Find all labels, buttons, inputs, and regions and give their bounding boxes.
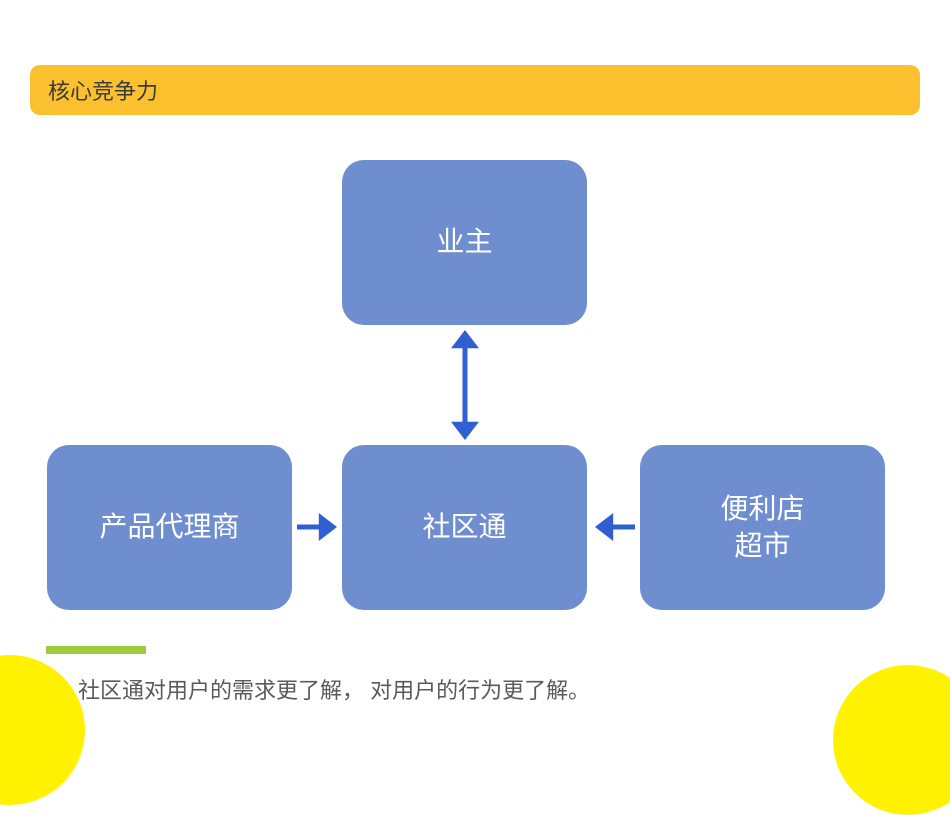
node-store: 便利店超市: [640, 445, 885, 610]
title-text: 核心竞争力: [48, 74, 158, 106]
yellow-circle-right: [833, 665, 950, 815]
title-bar: 核心竞争力: [30, 65, 920, 115]
green-underline: [46, 646, 146, 654]
footer-text: 社区通对用户的需求更了解， 对用户的行为更了解。: [78, 673, 590, 705]
node-community: 社区通: [342, 445, 587, 610]
node-store-label: 便利店超市: [720, 491, 804, 564]
yellow-circle-left: [0, 655, 85, 805]
node-owner: 业主: [342, 160, 587, 325]
node-owner-label: 业主: [436, 224, 492, 260]
node-agent: 产品代理商: [47, 445, 292, 610]
node-community-label: 社区通: [422, 509, 506, 545]
node-agent-label: 产品代理商: [99, 509, 239, 545]
